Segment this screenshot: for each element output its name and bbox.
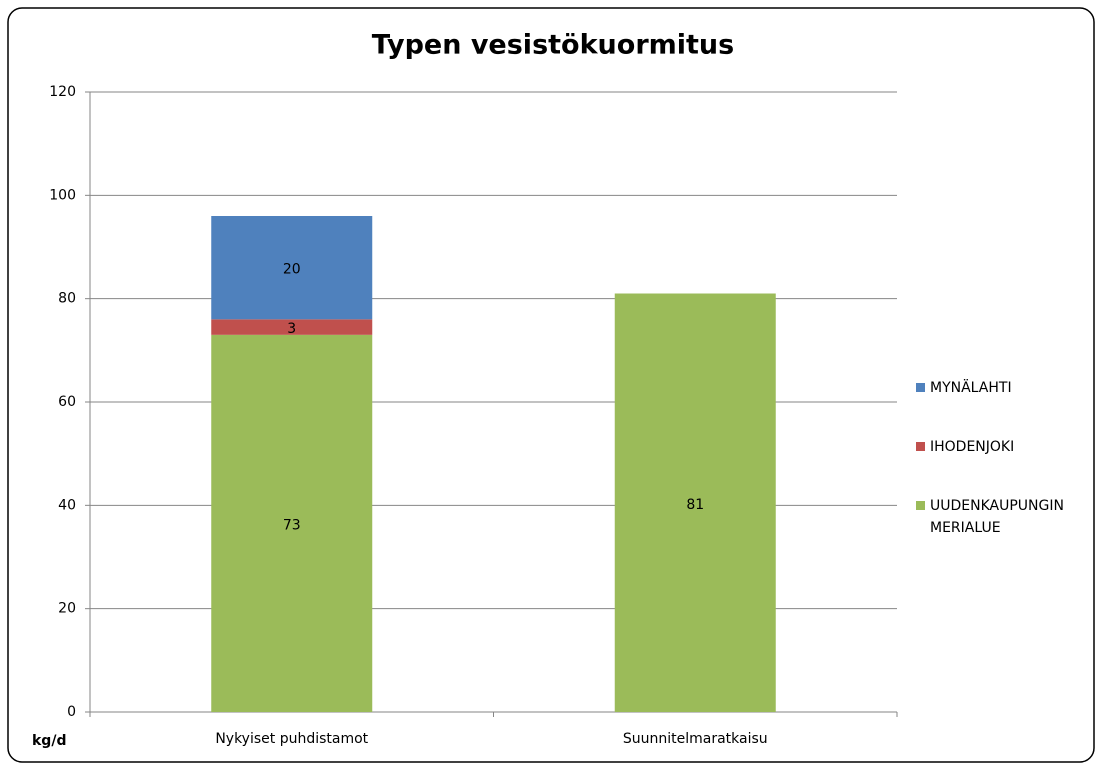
legend-item: MYNÄLAHTI <box>916 377 1096 399</box>
legend-label: IHODENJOKI <box>930 439 1015 455</box>
data-label: 73 <box>283 517 301 533</box>
data-label: 20 <box>283 262 301 278</box>
chart-title: Typen vesistökuormitus <box>372 30 734 61</box>
bar-segment <box>211 319 373 335</box>
y-axis-label: kg/d <box>32 733 66 749</box>
data-label: 3 <box>287 321 296 337</box>
y-tick-label: 60 <box>58 394 76 410</box>
legend-label: MYNÄLAHTI <box>930 380 1012 396</box>
y-tick-label: 40 <box>58 497 76 513</box>
legend-item: IHODENJOKI <box>916 436 1096 458</box>
legend-item: UUDENKAUPUNGIN MERIALUE <box>916 495 1096 539</box>
bar-segment <box>211 216 373 320</box>
y-tick-label: 100 <box>49 187 76 203</box>
bar-segment <box>211 334 373 712</box>
x-tick-label: Nykyiset puhdistamot <box>215 731 368 747</box>
legend-swatch <box>916 501 925 510</box>
bar-segment <box>614 293 776 712</box>
data-label: 81 <box>686 497 704 513</box>
legend-swatch <box>916 442 925 451</box>
y-tick-label: 120 <box>49 84 76 100</box>
legend-swatch <box>916 383 925 392</box>
y-tick-label: 80 <box>58 291 76 307</box>
y-tick-label: 0 <box>67 704 76 720</box>
y-tick-label: 20 <box>58 601 76 617</box>
legend-label: UUDENKAUPUNGIN MERIALUE <box>930 498 1064 536</box>
x-tick-label: Suunnitelmaratkaisu <box>623 731 768 747</box>
